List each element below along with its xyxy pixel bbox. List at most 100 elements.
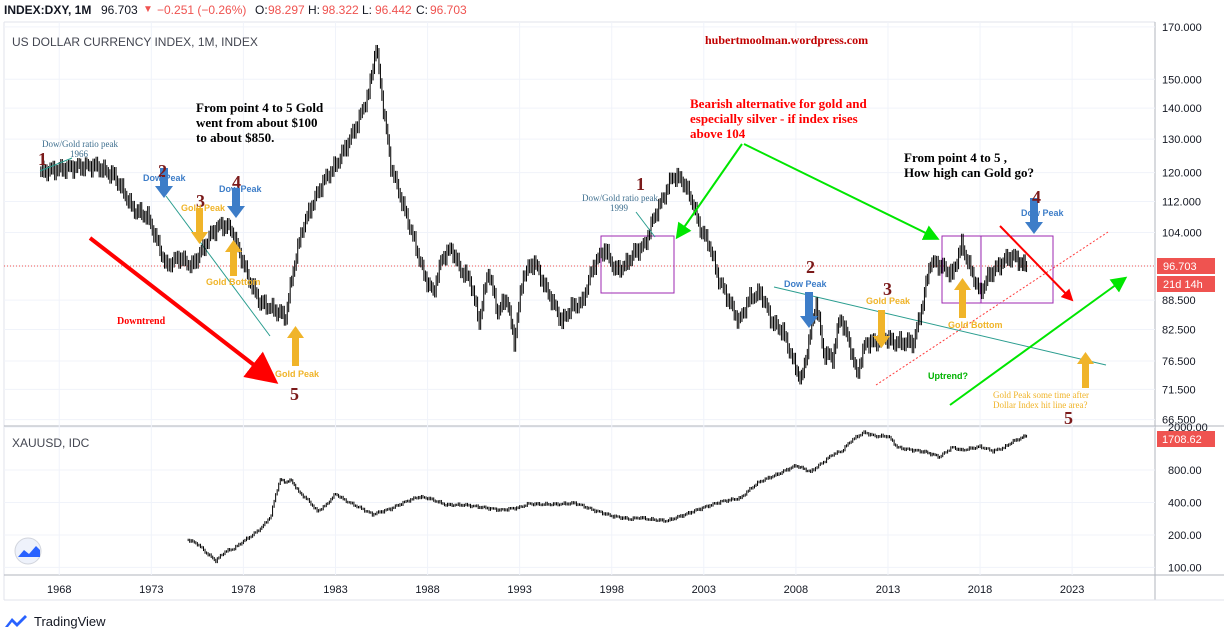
bar-countdown: 21d 14h <box>1163 279 1203 291</box>
dxy-tick-label: 130.000 <box>1162 134 1202 146</box>
dow-peak-arrow-icon <box>227 188 245 218</box>
open-value: 98.297 <box>268 3 305 17</box>
wave-label-1: 1 <box>38 149 47 169</box>
low-label: L: <box>362 3 373 17</box>
time-tick-label: 1993 <box>507 584 531 596</box>
last-price: 96.703 <box>101 3 138 17</box>
wave-label-3: 3 <box>196 191 205 211</box>
gold-tick-label: 800.00 <box>1168 465 1202 477</box>
dow-peak-markers <box>155 168 1043 328</box>
time-tick-label: 2018 <box>968 584 992 596</box>
note-4-to-5-line1: From point 4 to 5 Gold <box>196 100 324 115</box>
gold-markers <box>191 208 1094 388</box>
gold-pane-title: XAUUSD, IDC <box>12 436 90 450</box>
range-box-1999[interactable] <box>600 235 675 294</box>
gold-bottom-label: Gold Bottom <box>206 277 261 287</box>
wave-label-4b: 4 <box>1032 187 1041 207</box>
downtrend-label: Downtrend <box>117 316 166 327</box>
how-high-line2: How high can Gold go? <box>904 165 1034 180</box>
gold-tick-label: 100.00 <box>1168 562 1202 574</box>
uptrend-arrow[interactable] <box>949 276 1128 406</box>
dxy-tick-label: 150.000 <box>1162 74 1202 86</box>
dow-peak-label-d: Dow Peak <box>1021 208 1065 218</box>
bearish-note-line1: Bearish alternative for gold and <box>690 96 867 111</box>
drawings[interactable] <box>4 195 1155 386</box>
gold-bars[interactable] <box>187 430 1028 564</box>
time-tick-label: 1983 <box>323 584 347 596</box>
dxy-tick-label: 170.000 <box>1162 22 1202 34</box>
time-tick-label: 2003 <box>692 584 716 596</box>
dow-peak-label-b: Dow Peak <box>219 184 263 194</box>
gold-peak-down-arrow-icon <box>191 208 208 244</box>
dowgold-1966-line1: Dow/Gold ratio peak <box>42 139 118 149</box>
dowgold-1999-line1: Dow/Gold ratio peak <box>582 193 658 203</box>
dowgold-1999-line2: 1999 <box>610 203 629 213</box>
dotted-support-line[interactable] <box>875 231 1109 386</box>
wave-label-4: 4 <box>232 172 241 192</box>
gold-peak-label-c: Gold Peak <box>275 369 320 379</box>
bearish-note-line3: above 104 <box>690 126 746 141</box>
bearish-arrow-left[interactable] <box>675 143 743 240</box>
dowgold-1966-line2: 1966 <box>70 149 89 159</box>
trendline-2000s[interactable] <box>773 286 1107 366</box>
symbol-info-bar: INDEX:DXY, 1M 96.703 ▼ −0.251 (−0.26%) O… <box>0 0 1224 20</box>
dxy-bars[interactable] <box>40 44 1028 385</box>
how-high-line1: From point 4 to 5 , <box>904 150 1007 165</box>
time-tick-label: 1988 <box>415 584 439 596</box>
dxy-price-axis[interactable]: 170.000 150.000 140.000 130.000 120.000 112.0… <box>1162 22 1202 427</box>
dxy-tick-label: 82.500 <box>1162 324 1196 336</box>
dowgold-1966-pointer <box>39 157 73 172</box>
close-value: 96.703 <box>430 3 467 17</box>
time-tick-label: 1968 <box>47 584 71 596</box>
wave-label-1b: 1 <box>636 174 645 194</box>
wave-label-3b: 3 <box>883 279 892 299</box>
dowgold-1999-pointer <box>635 211 656 238</box>
time-tick-label: 2013 <box>876 584 900 596</box>
gold-peak-label: Gold Peak <box>181 203 226 213</box>
gold-bottom-label-b: Gold Bottom <box>948 320 1003 330</box>
gold-peak-label-b: Gold Peak <box>866 296 911 306</box>
low-value: 96.442 <box>375 3 412 17</box>
tv-logo-button[interactable] <box>14 537 42 565</box>
bearish-arrow-right[interactable] <box>743 143 940 240</box>
time-tick-label: 1973 <box>139 584 163 596</box>
dxy-last-price-label: 96.703 21d 14h <box>1157 258 1215 292</box>
annotations: hubertmoolman.wordpress.com From point 4… <box>38 33 1089 428</box>
dxy-tick-label: 104.000 <box>1162 228 1202 240</box>
dxy-tick-label: 140.000 <box>1162 103 1202 115</box>
downtrend-arrow[interactable] <box>88 236 279 384</box>
dxy-tick-label: 71.500 <box>1162 384 1196 396</box>
time-axis[interactable]: 1968 1973 1978 1983 1988 1993 1998 2003 2008 2013… <box>47 584 1084 596</box>
gold-tick-label: 200.00 <box>1168 530 1202 542</box>
dxy-last-price-text: 96.703 <box>1163 261 1197 273</box>
close-label: C: <box>416 3 428 17</box>
decline-arrow[interactable] <box>999 225 1074 302</box>
grid <box>4 22 1155 575</box>
gold-peak-up-arrow-icon <box>1077 352 1094 388</box>
gold-bottom-up-arrow-icon <box>225 240 242 276</box>
gold-peak-future-line2: Dollar Index hit line area? <box>993 400 1087 410</box>
gold-bottom-up-arrow-icon <box>954 278 971 318</box>
open-label: O: <box>255 3 268 17</box>
wave-label-5: 5 <box>290 384 299 404</box>
uptrend-label: Uptrend? <box>928 371 968 381</box>
dow-peak-label: Dow Peak <box>143 173 187 183</box>
dxy-tick-label: 66.500 <box>1162 415 1196 427</box>
wave-label-5b: 5 <box>1064 408 1073 428</box>
time-tick-label: 2008 <box>784 584 808 596</box>
dxy-tick-label: 88.500 <box>1162 295 1196 307</box>
symbol-name[interactable]: INDEX:DXY, 1M <box>4 3 92 17</box>
footer-brand[interactable]: TradingView <box>4 609 106 633</box>
dxy-tick-label: 76.500 <box>1162 356 1196 368</box>
wave-label-2: 2 <box>158 161 167 181</box>
gold-last-price-text: 1708.62 <box>1162 434 1202 446</box>
note-4-to-5-line3: to about $850. <box>196 130 274 145</box>
time-tick-label: 1978 <box>231 584 255 596</box>
tradingview-logo-icon <box>5 615 27 627</box>
dxy-tick-label: 112.000 <box>1162 197 1201 209</box>
range-box-2018[interactable] <box>941 235 1054 304</box>
high-value: 98.322 <box>322 3 359 17</box>
dow-peak-label-c: Dow Peak <box>784 279 828 289</box>
